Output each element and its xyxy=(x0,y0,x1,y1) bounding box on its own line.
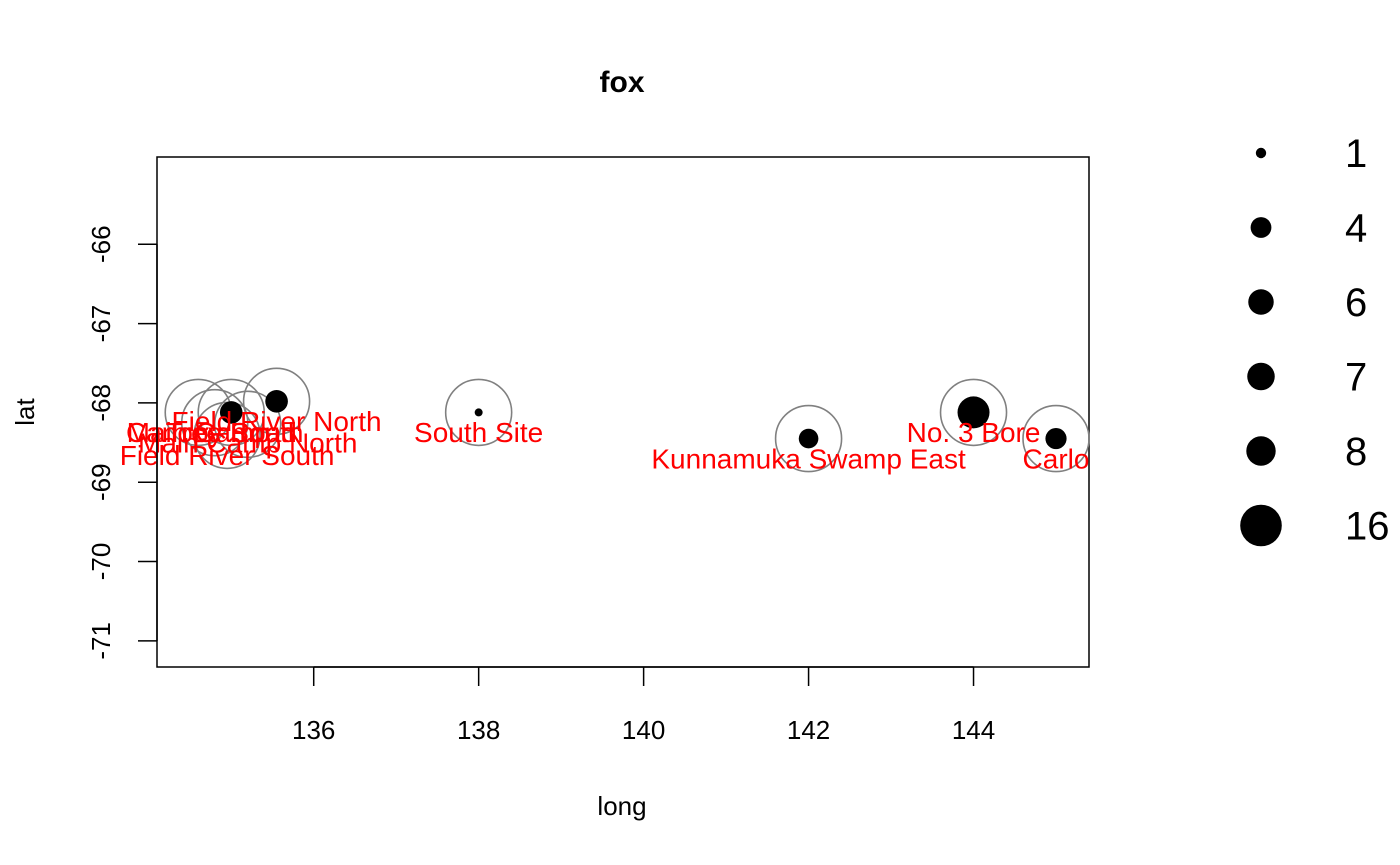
site-label: Tree Road xyxy=(166,417,297,448)
legend-label: 16 xyxy=(1345,505,1390,549)
data-point xyxy=(1045,427,1067,450)
data-point xyxy=(265,389,288,413)
x-axis-label: long xyxy=(597,791,646,821)
y-axis: -71 -70 -69 -68 -67 -66 xyxy=(86,225,158,660)
sample-ring xyxy=(444,378,513,447)
site-label: South Site xyxy=(414,417,543,448)
legend-symbol xyxy=(1240,504,1282,547)
legend-label: 6 xyxy=(1345,281,1367,325)
data-point xyxy=(798,428,819,449)
site-label: Main Camp xyxy=(127,417,270,448)
legend-label: 1 xyxy=(1345,132,1367,176)
data-point xyxy=(957,396,990,429)
sample-ring xyxy=(1022,404,1090,473)
sample-rings xyxy=(164,367,1090,473)
y-axis-label: lat xyxy=(10,397,40,425)
y-tick-label: -69 xyxy=(86,463,116,501)
legend-label: 7 xyxy=(1345,356,1367,400)
size-legend: 1 4 6 7 8 16 xyxy=(1240,132,1390,549)
legend-symbol xyxy=(1246,436,1276,466)
site-label: Kunnamuka Swamp East xyxy=(651,443,966,474)
legend-label: 8 xyxy=(1345,430,1367,474)
x-tick-label: 138 xyxy=(457,715,500,745)
y-tick-label: -67 xyxy=(86,305,116,343)
x-tick-label: 136 xyxy=(292,715,335,745)
sample-ring xyxy=(197,378,266,447)
site-label: Carlo xyxy=(1023,443,1090,474)
site-label: Canopy South xyxy=(126,417,303,448)
legend-symbol xyxy=(1248,289,1274,315)
sample-ring xyxy=(939,378,1008,447)
y-tick-label: -68 xyxy=(86,384,116,422)
x-tick-label: 140 xyxy=(622,715,665,745)
chart-title: fox xyxy=(600,66,645,99)
sample-ring xyxy=(774,404,843,473)
x-tick-label: 144 xyxy=(952,715,995,745)
y-tick-label: -66 xyxy=(86,225,116,263)
legend-symbol xyxy=(1250,217,1272,238)
x-axis: 136 138 140 142 144 xyxy=(292,666,995,745)
y-tick-label: -71 xyxy=(86,622,116,660)
data-points xyxy=(219,389,1067,450)
sample-ring xyxy=(180,388,249,457)
data-point xyxy=(219,401,243,424)
legend-symbol xyxy=(1255,147,1267,159)
site-label: Field River South xyxy=(120,440,335,471)
site-label: No. 3 Bore xyxy=(907,417,1041,448)
site-label: Main Camp North xyxy=(138,428,357,459)
data-point xyxy=(474,408,483,417)
sample-ring xyxy=(213,390,282,459)
legend-label: 4 xyxy=(1345,207,1367,251)
y-tick-label: -70 xyxy=(86,543,116,581)
sample-ring xyxy=(242,367,311,436)
site-label: Field River North xyxy=(172,406,382,437)
legend-symbol xyxy=(1247,362,1275,391)
x-tick-label: 142 xyxy=(787,715,830,745)
